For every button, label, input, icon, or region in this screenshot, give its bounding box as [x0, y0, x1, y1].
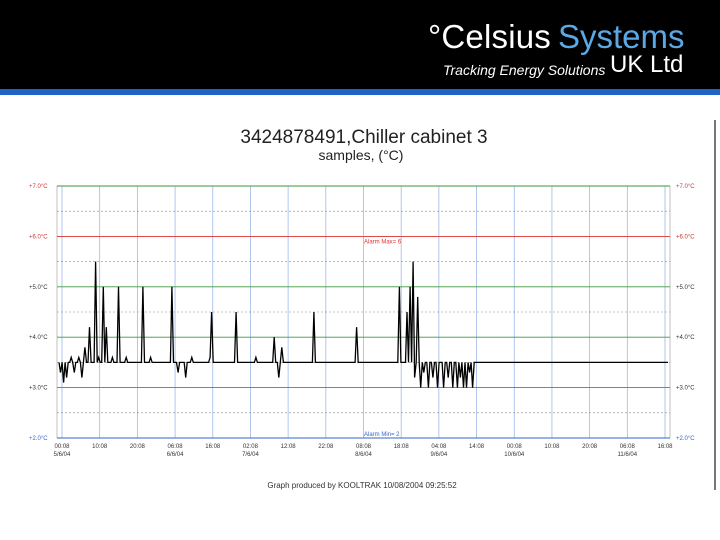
data-series-line — [58, 261, 668, 388]
y-tick-label-left: +4.0°C — [29, 335, 48, 341]
x-tick-label-date: 10/6/04 — [504, 452, 525, 458]
chart-title: 3424878491,Chiller cabinet 3 — [240, 127, 487, 148]
y-tick-label-left: +2.0°C — [29, 436, 48, 442]
x-tick-label-time: 16:08 — [657, 444, 673, 450]
y-tick-label-left: +5.0°C — [29, 285, 48, 291]
y-tick-label-left: +3.0°C — [29, 386, 48, 392]
x-tick-label-date: 7/6/04 — [242, 452, 259, 458]
x-tick-label-time: 02:08 — [243, 444, 259, 450]
x-tick-label-date: 6/6/04 — [167, 452, 184, 458]
x-tick-label-time: 00:08 — [54, 444, 70, 450]
x-tick-label-time: 10:08 — [544, 444, 560, 450]
x-tick-label-time: 06:08 — [168, 444, 184, 450]
y-tick-label-right: +4.0°C — [676, 335, 695, 341]
alarm-max-label: Alarm Max= 6 — [364, 239, 402, 245]
x-tick-label-time: 06:08 — [620, 444, 636, 450]
header-stripe — [0, 89, 720, 95]
right-rule — [714, 120, 716, 490]
y-tick-label-right: +2.0°C — [676, 436, 695, 442]
x-tick-label-time: 20:08 — [130, 444, 146, 450]
x-tick-label-time: 14:08 — [469, 444, 485, 450]
x-tick-label-date: 9/6/04 — [431, 452, 448, 458]
y-tick-label-right: +5.0°C — [676, 285, 695, 291]
x-tick-label-time: 16:08 — [205, 444, 221, 450]
x-tick-label-time: 00:08 — [507, 444, 523, 450]
x-tick-label-date: 8/6/04 — [355, 452, 372, 458]
x-tick-label-time: 10:08 — [92, 444, 108, 450]
y-tick-label-right: +6.0°C — [676, 234, 695, 240]
x-tick-label-time: 22:08 — [318, 444, 334, 450]
footer-credit: Graph produced by KOOLTRAK 10/08/2004 09… — [267, 481, 457, 490]
header-bar: °Celsius Systems Tracking Energy Solutio… — [0, 0, 720, 89]
brand-tagline: Tracking Energy Solutions — [443, 62, 606, 78]
y-tick-label-right: +3.0°C — [676, 386, 695, 392]
chart-area: 3424878491,Chiller cabinet 3 samples, (°C… — [0, 95, 720, 540]
x-tick-label-time: 20:08 — [582, 444, 598, 450]
brand-suffix: UK Ltd — [610, 51, 684, 78]
brand-name-systems: Systems — [558, 18, 685, 55]
x-tick-label-date: 5/6/04 — [54, 452, 71, 458]
x-tick-label-time: 04:08 — [431, 444, 447, 450]
y-tick-label-right: +7.0°C — [676, 184, 695, 190]
x-tick-label-time: 18:08 — [394, 444, 410, 450]
x-tick-label-time: 08:08 — [356, 444, 372, 450]
x-tick-label-date: 11/6/04 — [618, 452, 638, 458]
y-tick-label-left: +6.0°C — [29, 234, 48, 240]
alarm-min-label: Alarm Min= 2 — [364, 432, 400, 438]
y-tick-label-left: +7.0°C — [29, 184, 48, 190]
brand-name-celsius: °Celsius — [428, 18, 551, 55]
x-tick-label-time: 12:08 — [281, 444, 297, 450]
chart-subtitle: samples, (°C) — [319, 147, 404, 163]
